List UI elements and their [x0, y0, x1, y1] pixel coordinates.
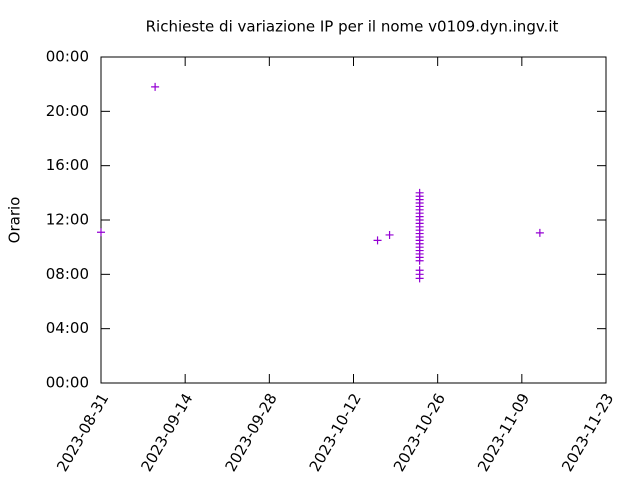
y-tick-label: 00:00 [46, 48, 89, 66]
y-tick-label: 04:00 [46, 319, 89, 337]
point [415, 188, 424, 197]
y-tick-label: 00:00 [46, 374, 89, 392]
y-axis-label: Orario [6, 197, 24, 244]
y-tick-label: 12:00 [46, 211, 89, 229]
y-tick-label: 08:00 [46, 265, 89, 283]
point [373, 236, 382, 245]
y-tick-label: 20:00 [46, 102, 89, 120]
point [385, 230, 394, 239]
y-tick-label: 16:00 [46, 156, 89, 174]
point [151, 82, 160, 91]
point [535, 228, 544, 237]
point [97, 228, 105, 237]
point [415, 266, 424, 275]
chart-title: Richieste di variazione IP per il nome v… [146, 18, 559, 36]
